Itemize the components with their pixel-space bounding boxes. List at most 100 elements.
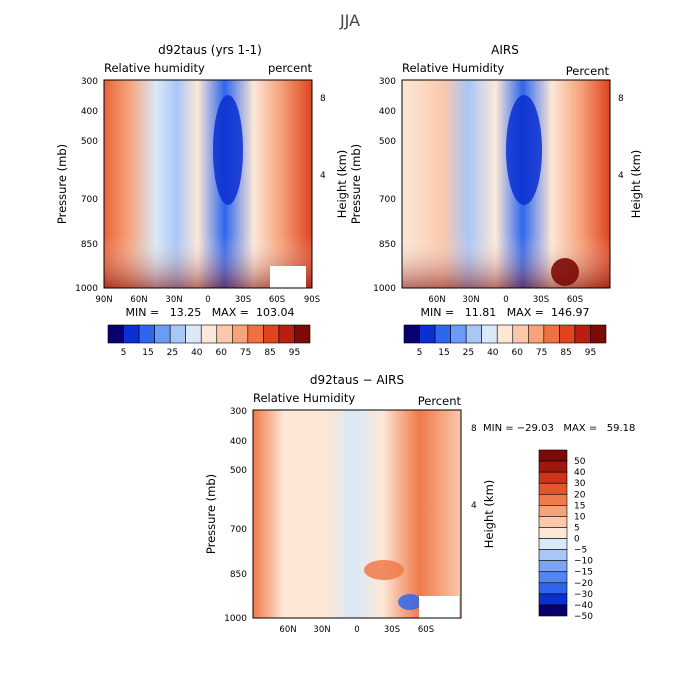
- ytick: 400: [81, 107, 98, 117]
- colorbar-swatch: [538, 449, 568, 462]
- colorbar-label: 5: [417, 348, 423, 358]
- colorbar-label: 85: [264, 348, 275, 358]
- colorbar-label: 50: [574, 457, 586, 467]
- xtick: 0: [205, 295, 210, 305]
- colorbar-swatch: [419, 324, 436, 344]
- colorbar-swatch: [481, 324, 498, 344]
- panel-left-label: Relative Humidity: [253, 391, 355, 405]
- colorbar-swatch: [403, 324, 420, 344]
- colorbar-label: −20: [574, 579, 593, 589]
- ytick: 850: [81, 240, 98, 250]
- colorbar-label: 25: [463, 348, 474, 358]
- ytick: 300: [379, 77, 396, 87]
- colorbar-swatch: [543, 324, 560, 344]
- colorbar-swatch: [200, 324, 218, 344]
- colorbar-swatch: [538, 593, 568, 606]
- colorbar-swatch: [138, 324, 155, 344]
- colorbar-label: 85: [560, 348, 571, 358]
- xtick: 60N: [130, 295, 147, 305]
- colorbar-swatch: [434, 324, 451, 344]
- colorbar-swatch: [216, 324, 233, 344]
- x-ticks: 60N 30N 0 30S 60S: [279, 625, 434, 635]
- colorbar-swatch: [538, 571, 568, 584]
- season-title: JJA: [339, 11, 360, 30]
- panel-left-label: Relative Humidity: [402, 61, 504, 75]
- colorbar-swatch: [538, 538, 568, 550]
- height-tick: 4: [618, 171, 624, 181]
- panel-title: d92taus − AIRS: [310, 373, 404, 387]
- height-ticks: 8 4: [320, 94, 326, 181]
- height-tick: 8: [471, 424, 477, 434]
- colorbar-label: −15: [574, 568, 593, 578]
- ytick: 500: [230, 466, 247, 476]
- ytick: 500: [379, 137, 396, 147]
- ytick: 300: [81, 77, 98, 87]
- colorbar-label: 40: [487, 348, 499, 358]
- panel-title: d92taus (yrs 1-1): [158, 43, 262, 57]
- ytick: 1000: [75, 284, 98, 294]
- y-ticks: 300 400 500 700 850 1000: [75, 77, 98, 294]
- colorbar-swatch: [465, 324, 482, 344]
- ytick: 850: [379, 240, 396, 250]
- panel-title: AIRS: [491, 43, 519, 57]
- colorbar-label: −10: [574, 557, 593, 567]
- height-ticks: 8 4: [471, 424, 477, 511]
- colorbar-swatch: [154, 324, 171, 344]
- xtick: 60N: [279, 625, 296, 635]
- colorbar-label: 95: [585, 348, 596, 358]
- xtick: 30S: [235, 295, 251, 305]
- y-axis-label: Pressure (mb): [349, 144, 363, 224]
- y-ticks: 300 400 500 700 850 1000: [373, 77, 396, 294]
- y-ticks: 300 400 500 700 850 1000: [224, 407, 247, 624]
- xtick: 60S: [418, 625, 434, 635]
- colorbar-label: 0: [574, 535, 580, 545]
- ytick: 700: [230, 525, 247, 535]
- height-ticks: 8 4: [618, 94, 624, 181]
- xtick: 30S: [533, 295, 549, 305]
- ytick: 1000: [373, 284, 396, 294]
- xtick: 0: [503, 295, 508, 305]
- panel-model: d92taus (yrs 1-1) Relative humidity perc…: [55, 43, 349, 358]
- plot-frame: [252, 409, 462, 619]
- colorbar-swatch: [538, 516, 568, 528]
- xtick: 30S: [384, 625, 400, 635]
- plot-frame: [103, 79, 313, 289]
- ytick: 850: [230, 570, 247, 580]
- right-axis-label: Height (km): [629, 150, 643, 219]
- panel-right-label: percent: [268, 61, 313, 75]
- colorbar-label: 15: [438, 348, 449, 358]
- contour-field: [253, 410, 461, 618]
- x-ticks: 90N 60N 30N 0 30S 60S 90S: [95, 295, 320, 305]
- colorbar-label: 20: [574, 490, 586, 500]
- y-axis-label: Pressure (mb): [204, 474, 218, 554]
- height-tick: 8: [618, 94, 624, 104]
- colorbar-label: 15: [574, 501, 585, 511]
- ytick: 500: [81, 137, 98, 147]
- colorbar-label: −30: [574, 590, 593, 600]
- colorbar-label: 5: [574, 523, 580, 533]
- missing-data-mask: [270, 266, 306, 288]
- colorbar-label: 75: [240, 348, 251, 358]
- colorbar-swatch: [123, 324, 140, 344]
- colorbar-swatch: [512, 324, 529, 344]
- colorbar-swatch: [538, 560, 568, 573]
- colorbar-label: 5: [121, 348, 127, 358]
- xtick: 90N: [95, 295, 112, 305]
- colorbar-swatch: [496, 324, 514, 344]
- colorbar-label: −40: [574, 601, 593, 611]
- panel-right-label: Percent: [566, 64, 610, 78]
- colorbar-label: 25: [167, 348, 178, 358]
- colorbar-swatch: [528, 324, 545, 344]
- colorbar-label: −5: [574, 546, 587, 556]
- colorbar-swatch: [538, 471, 568, 484]
- colorbar-swatch: [538, 505, 568, 517]
- xtick: 30N: [462, 295, 479, 305]
- xtick: 60S: [269, 295, 285, 305]
- missing-data-mask: [419, 596, 459, 618]
- colorbar-label: 30: [574, 479, 586, 489]
- plot-frame: [401, 79, 611, 289]
- x-ticks: 60N 30N 0 30S 60S: [428, 295, 583, 305]
- colorbar-label: 95: [289, 348, 300, 358]
- colorbar-swatch: [538, 482, 568, 495]
